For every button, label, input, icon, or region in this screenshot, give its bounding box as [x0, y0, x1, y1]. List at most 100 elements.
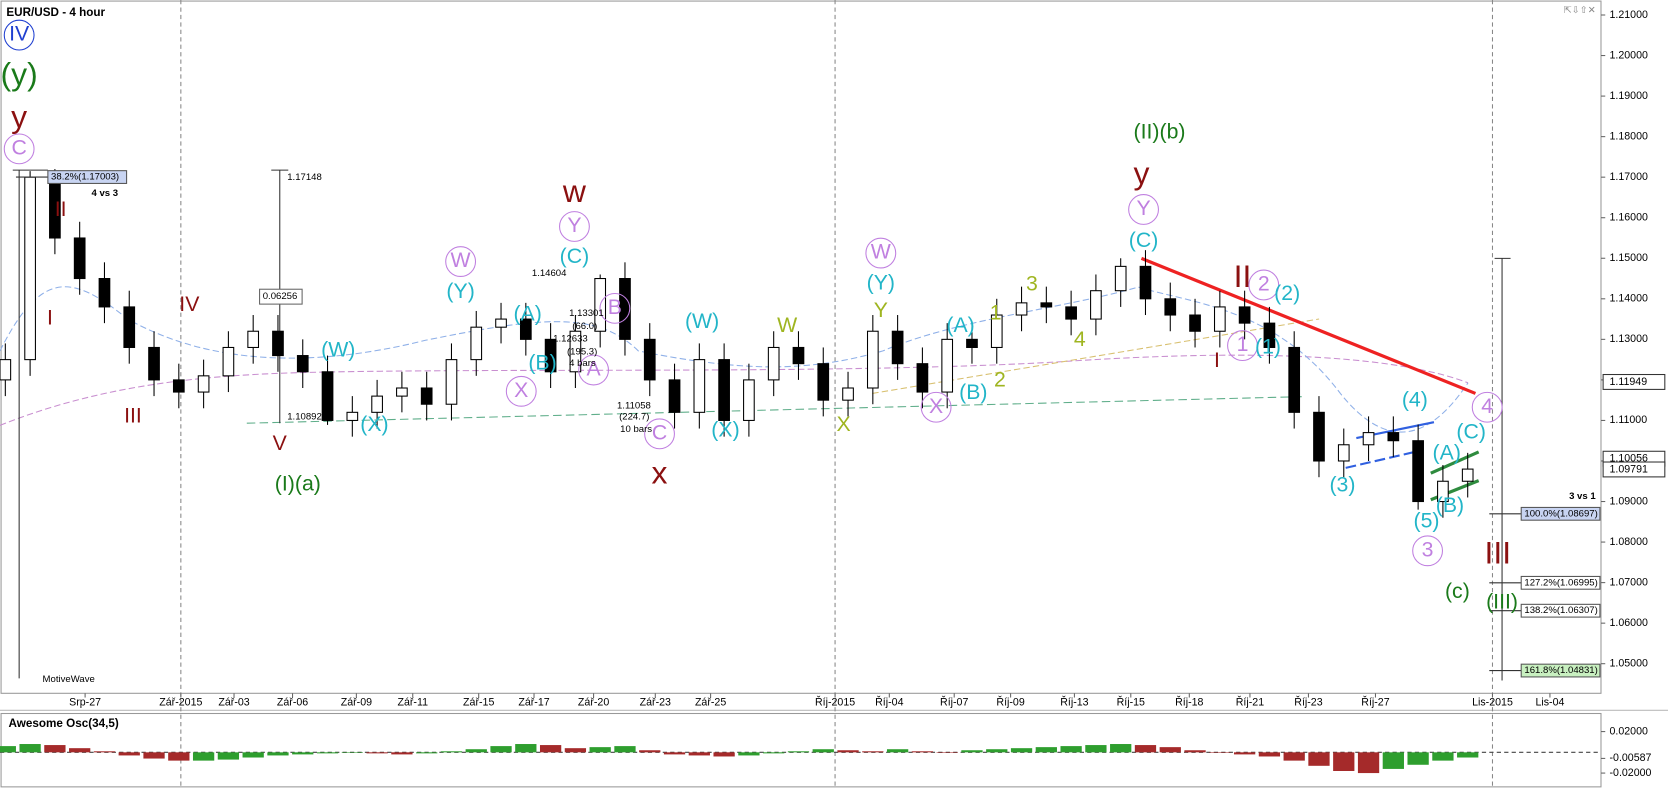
- candle-body: [792, 346, 805, 365]
- candle-body: [247, 330, 260, 348]
- moving-average: [0, 354, 1469, 426]
- osc-bar: [1159, 747, 1181, 753]
- window-controls[interactable]: ⇱⇩⇧✕: [1564, 5, 1596, 16]
- fib-label: 138.2%(1.06307): [1524, 605, 1597, 616]
- x-tick-label: Říj-21: [1236, 696, 1264, 709]
- osc-tick-label: -0.00587: [1609, 752, 1651, 764]
- candle-body: [941, 338, 954, 393]
- osc-bar: [1382, 752, 1404, 769]
- wave-label: (III): [1486, 590, 1518, 614]
- session-lines: [180, 0, 1494, 789]
- osc-bar: [986, 749, 1008, 753]
- wave-label: 4: [1074, 327, 1086, 351]
- candle-body: [1213, 306, 1226, 332]
- osc-bar: [242, 752, 264, 758]
- y-tick-label: 1.09000: [1609, 495, 1648, 507]
- x-tick-label: Srp-27: [69, 697, 101, 709]
- note: 1.17148: [287, 172, 322, 183]
- osc-bar: [713, 752, 735, 757]
- note: 1.13301: [569, 308, 604, 319]
- osc-bar: [688, 752, 710, 756]
- candle-body: [371, 395, 383, 413]
- candle-body: [891, 330, 904, 365]
- wave-circle: [1248, 269, 1280, 301]
- wave-label: x: [652, 455, 668, 491]
- candle-body: [569, 330, 582, 373]
- wave-label: (y): [1, 56, 38, 92]
- candle-body: [767, 346, 780, 381]
- wave-circle: [1128, 194, 1159, 225]
- x-tick-label: Říj-15: [1117, 696, 1145, 709]
- price-marker-label: 1.09791: [1609, 463, 1648, 475]
- note: 4 vs 3: [91, 188, 118, 199]
- x-tick-label: Zář-09: [341, 697, 372, 709]
- candle-body: [495, 318, 507, 328]
- candle-body: [990, 314, 1003, 348]
- fib-box: [47, 170, 128, 184]
- wave-label: (2): [1274, 281, 1300, 305]
- candle-body: [470, 326, 483, 361]
- osc-bar: [267, 752, 289, 756]
- osc-bar: [886, 749, 909, 753]
- wave-label: 3: [1422, 537, 1434, 561]
- wave-label: (B): [959, 380, 987, 404]
- candle-body: [148, 346, 160, 381]
- wave-label: (Y): [867, 271, 895, 295]
- osc-bar: [69, 748, 91, 753]
- x-tick-label: Zář-20: [578, 697, 609, 709]
- wave-circle: [1471, 391, 1503, 423]
- fib-box: [1520, 603, 1601, 618]
- y-tick-label: 1.07000: [1609, 576, 1648, 588]
- fib-label: 127.2%(1.06995): [1524, 577, 1597, 588]
- candle-body: [1387, 432, 1400, 442]
- osc-bar: [93, 751, 116, 753]
- candle-body: [296, 355, 309, 373]
- labels: EUR/USD - 4 hour Awesome Osc(34,5) ⇱⇩⇧✕: [6, 5, 1595, 730]
- wave-label: (A): [513, 301, 541, 325]
- candle-body: [1015, 302, 1028, 316]
- price-marker-label: 1.11949: [1609, 376, 1647, 388]
- osc-bar: [763, 752, 785, 754]
- osc-bar: [1035, 747, 1057, 753]
- osc-bar: [217, 752, 240, 760]
- y-tick-label: 1.11000: [1609, 414, 1647, 426]
- candle-body: [544, 338, 557, 373]
- wave-label: II: [1234, 258, 1252, 294]
- wave-label: (X): [360, 412, 388, 436]
- fib-label: 38.2%(1.17003): [51, 172, 119, 183]
- candle-body: [619, 278, 631, 340]
- wave-label: I: [1214, 348, 1220, 372]
- osc-bar: [1333, 752, 1355, 771]
- osc-bar: [936, 752, 958, 753]
- wave-label: (c): [1445, 579, 1470, 603]
- candle-body: [1164, 298, 1177, 316]
- note: 0.06256: [263, 291, 298, 302]
- osc-tick-label: -0.02000: [1609, 767, 1651, 779]
- candle-body: [1090, 290, 1102, 320]
- y-tick-label: 1.13000: [1609, 333, 1648, 345]
- wave-label: 4: [1481, 394, 1493, 418]
- x-tick-label: Zář-23: [640, 697, 671, 709]
- y-tick-label: 1.18000: [1609, 130, 1648, 142]
- osc-bar: [564, 748, 587, 753]
- x-tick-label: Říj-23: [1294, 696, 1322, 709]
- x-tick-label: Lis-2015: [1472, 697, 1513, 709]
- wave-label: III: [124, 403, 142, 427]
- candle-body: [420, 387, 433, 405]
- osc-bar: [1085, 745, 1107, 753]
- note: 1.11058: [617, 401, 651, 412]
- osc-bar: [341, 752, 363, 753]
- x-tick-label: Zář-06: [277, 697, 308, 709]
- candle-body: [346, 411, 359, 421]
- fib-box: [1520, 506, 1601, 521]
- wave-circle: [920, 391, 952, 423]
- note: 1.12633: [553, 334, 588, 345]
- candle-body: [321, 371, 334, 421]
- osc-bar: [639, 750, 661, 753]
- wave-label: 1: [1237, 332, 1249, 356]
- note: MotiveWave: [43, 674, 95, 685]
- osc-bar: [911, 751, 934, 753]
- note: (66.0): [572, 321, 597, 332]
- y-tick-label: 1.17000: [1609, 171, 1648, 183]
